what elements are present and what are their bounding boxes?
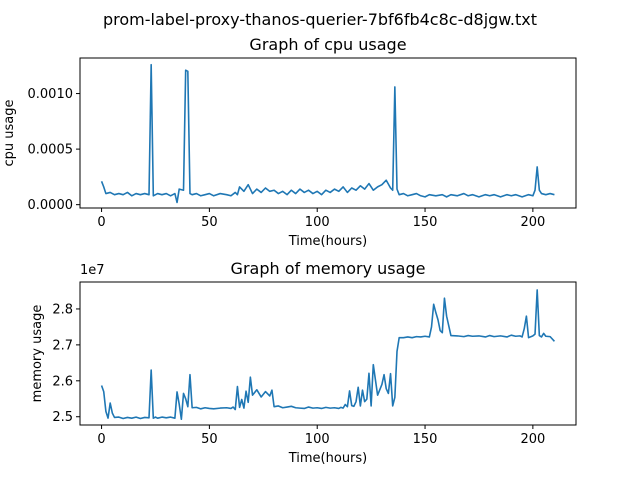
cpu-y-tick-label: 0.0000 bbox=[28, 198, 74, 213]
cpu-y-tick-label: 0.0010 bbox=[28, 87, 74, 102]
memory-series-line bbox=[100, 289, 556, 421]
cpu-x-axis-label: Time(hours) bbox=[288, 234, 368, 249]
figure-suptitle: prom-label-proxy-thanos-querier-7bf6fb4c… bbox=[103, 10, 537, 29]
memory-plot-frame bbox=[79, 281, 577, 426]
cpu-x-tick-label: 100 bbox=[305, 215, 330, 230]
cpu-x-tick-label: 50 bbox=[201, 215, 218, 230]
cpu-chart-title: Graph of cpu usage bbox=[249, 35, 406, 54]
cpu-y-axis-label: cpu usage bbox=[2, 99, 17, 166]
memory-y-tick-label: 2.7 bbox=[52, 338, 73, 353]
cpu-x-tick-label: 150 bbox=[413, 215, 438, 230]
memory-x-axis-label: Time(hours) bbox=[288, 451, 368, 466]
memory-x-tick-label: 150 bbox=[413, 432, 438, 447]
memory-x-tick-label: 50 bbox=[201, 432, 218, 447]
cpu-x-tick-label: 200 bbox=[520, 215, 545, 230]
cpu-y-tick-label: 0.0005 bbox=[28, 143, 74, 158]
memory-y-scale-label: 1e7 bbox=[80, 263, 105, 278]
memory-chart-title: Graph of memory usage bbox=[231, 259, 426, 278]
cpu-x-tick-label: 0 bbox=[97, 215, 105, 230]
memory-y-tick-label: 2.8 bbox=[52, 302, 73, 317]
memory-x-tick-label: 100 bbox=[305, 432, 330, 447]
memory-y-axis-label: memory usage bbox=[30, 305, 45, 403]
cpu-series-line bbox=[100, 63, 555, 204]
memory-x-tick-label: 0 bbox=[97, 432, 105, 447]
memory-usage-chart: Graph of memory usage 0 50 100 150 200 2.5 2.6 2… bbox=[30, 259, 577, 466]
memory-y-tick-label: 2.5 bbox=[52, 410, 73, 425]
cpu-plot-frame bbox=[79, 57, 577, 209]
memory-y-tick-label: 2.6 bbox=[52, 374, 73, 389]
cpu-usage-chart: Graph of cpu usage 0 50 100 150 200 0.0000 0.00… bbox=[2, 35, 577, 249]
memory-x-tick-label: 200 bbox=[520, 432, 545, 447]
